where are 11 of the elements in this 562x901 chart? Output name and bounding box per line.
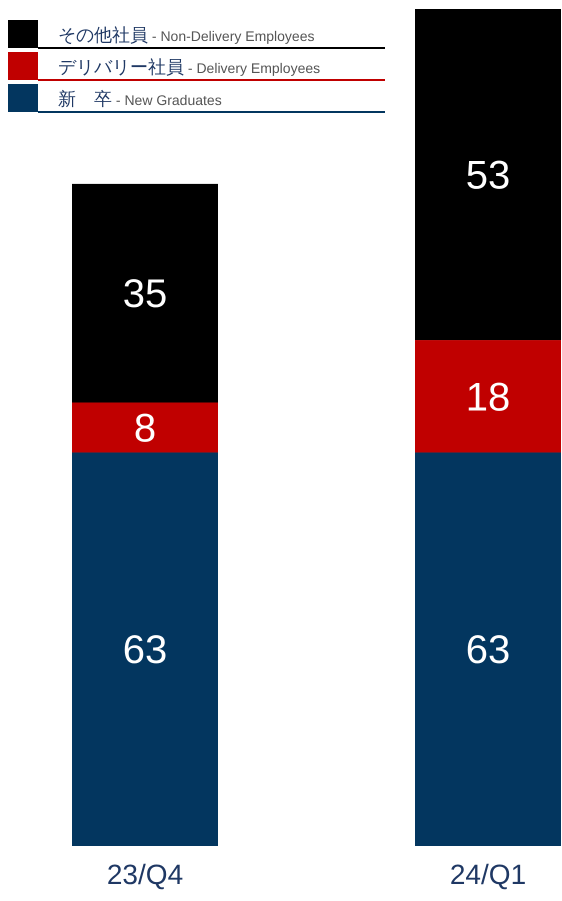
legend-label: その他社員 - Non-Delivery Employees <box>58 25 314 45</box>
x-tick-label: 23/Q4 <box>106 859 184 890</box>
data-label: 63 <box>466 628 510 672</box>
data-label: 63 <box>122 628 168 672</box>
data-label: 8 <box>134 406 156 450</box>
legend-label: 新 卒 - New Graduates <box>58 89 222 109</box>
data-label: 53 <box>466 154 510 198</box>
data-label: 35 <box>122 272 168 316</box>
x-tick-label: 24/Q1 <box>450 859 526 890</box>
data-label: 18 <box>466 375 510 420</box>
legend-label: デリバリー社員 - Delivery Employees <box>58 57 320 77</box>
